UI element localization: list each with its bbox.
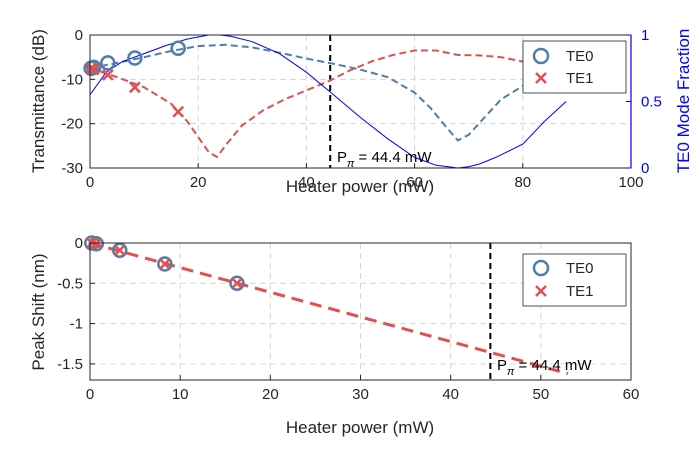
top-y2-tick-label: 1 — [641, 27, 649, 44]
bottom-x-ticks: 0 10 20 30 40 50 60 — [86, 375, 640, 403]
bottom-fit-line — [89, 241, 569, 376]
bottom-ppi-value: = 44.4 mW — [514, 357, 592, 374]
bottom-x-tick-label: 60 — [623, 386, 640, 403]
top-x-tick-label: 40 — [298, 174, 315, 191]
top-x-tick-label: 60 — [406, 174, 423, 191]
bottom-x-tick-label: 10 — [172, 386, 189, 403]
bottom-x-tick-label: 50 — [532, 386, 549, 403]
bottom-legend-te1-label: TE1 — [566, 283, 594, 300]
bottom-te0-point — [229, 275, 245, 292]
top-ppi-value: = 44.4 mW — [354, 149, 432, 166]
top-markers — [83, 40, 186, 118]
bottom-te1-point-stroke — [90, 237, 103, 250]
bottom-y-tick-label: 0 — [75, 235, 83, 252]
top-y2-ticks: 10.50 — [626, 27, 662, 177]
top-te1-point-stroke — [172, 105, 185, 118]
bottom-y-axis-label: Peak Shift (nm) — [29, 253, 48, 370]
svg-text:Pπ = 44.4 mW: Pπ = 44.4 mW — [497, 357, 592, 378]
top-y2-axis-label: TE0 Mode Fraction — [674, 29, 693, 174]
top-ppi-sub: π — [347, 158, 355, 170]
bottom-te1-point-stroke — [158, 258, 171, 270]
bottom-legend: TE0 TE1 — [522, 253, 627, 307]
bottom-chart: 0 10 20 30 40 50 60 0 -0.5 -1 -1.5 Heater power (… — [29, 235, 639, 437]
bottom-legend-te0-label: TE0 — [566, 260, 594, 277]
top-x-axis-label: Heater power (mW) — [286, 177, 434, 196]
top-y-axis-label: Transmittance (dB) — [29, 29, 48, 173]
top-legend: TE0 TE1 — [522, 40, 627, 94]
bottom-y-tick-label: -1.5 — [57, 356, 83, 373]
bottom-plot-lines — [89, 241, 569, 380]
top-y2-tick-label: 0 — [641, 160, 649, 177]
top-y-tick-label: -10 — [61, 71, 83, 88]
bottom-te1-point-stroke — [231, 277, 243, 290]
bottom-te1-point — [158, 258, 171, 270]
top-te1-point — [172, 105, 185, 118]
bottom-markers — [84, 235, 245, 292]
top-y-ticks: 0 -10 -20 -30 — [61, 27, 95, 177]
bottom-legend-te1-marker — [535, 285, 547, 297]
bottom-x-tick-label: 30 — [352, 386, 369, 403]
top-ppi-p: P — [337, 149, 347, 166]
bottom-ppi-p: P — [497, 357, 507, 374]
bottom-te1-point — [113, 244, 126, 257]
bottom-te1-point-stroke — [113, 244, 126, 257]
top-y-tick-label: -20 — [61, 116, 83, 133]
top-legend-te1-marker — [535, 72, 547, 84]
top-te0-point — [100, 55, 116, 71]
top-x-tick-label: 20 — [190, 174, 207, 191]
top-x-tick-label: 0 — [86, 174, 94, 191]
bottom-y-tick-label: -0.5 — [57, 275, 83, 292]
top-te1-point-stroke — [101, 69, 114, 81]
top-legend-te0-label: TE0 — [566, 48, 594, 65]
top-te1-point — [101, 69, 114, 81]
top-te0-spectrum-line — [89, 43, 524, 142]
top-te1-point — [129, 81, 141, 94]
top-y2-tick-label: 0.5 — [641, 94, 662, 111]
bottom-ppi-sub: π — [507, 366, 515, 378]
top-x-ticks: 0 20 40 60 80 100 — [86, 163, 644, 191]
top-legend-te0-marker — [532, 47, 550, 65]
bottom-x-tick-label: 20 — [262, 386, 279, 403]
bottom-te0-point — [157, 256, 173, 272]
top-x-tick-label: 100 — [618, 174, 643, 191]
bottom-x-axis-label: Heater power (mW) — [286, 418, 434, 437]
top-y-tick-label: -30 — [61, 160, 83, 177]
top-legend-te1-label: TE1 — [566, 70, 594, 87]
bottom-ppi-annotation: Pπ = 44.4 mW — [497, 357, 592, 378]
top-te0-point — [170, 40, 186, 57]
top-ppi-annotation: Pπ = 44.4 mW — [337, 149, 432, 170]
svg-text:Pπ = 44.4 mW: Pπ = 44.4 mW — [337, 149, 432, 170]
bottom-legend-te0-marker — [532, 259, 550, 277]
top-te1-point-stroke — [129, 81, 141, 94]
bottom-x-tick-label: 40 — [442, 386, 459, 403]
top-te0-point — [127, 50, 143, 66]
top-mode-fraction-line — [89, 34, 567, 169]
top-y-tick-label: 0 — [75, 27, 83, 44]
top-te0-point — [86, 59, 102, 76]
bottom-y-tick-label: -1 — [70, 316, 83, 333]
bottom-y-ticks: 0 -0.5 -1 -1.5 — [57, 235, 95, 373]
top-plot-lines — [89, 34, 567, 169]
bottom-x-tick-label: 0 — [86, 386, 94, 403]
top-x-tick-label: 80 — [514, 174, 531, 191]
bottom-te1-point — [231, 277, 243, 290]
bottom-te0-point — [112, 242, 128, 259]
bottom-te1-point — [90, 237, 103, 250]
top-chart: 0 20 40 60 80 100 0-10-20-30 10.50 Heater pow… — [29, 27, 693, 196]
